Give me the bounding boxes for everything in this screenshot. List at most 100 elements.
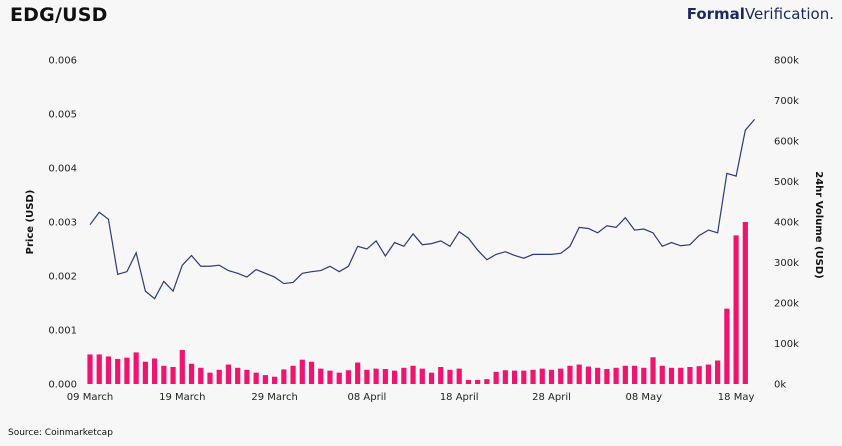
volume-bar: [391, 370, 398, 384]
volume-bar: [262, 375, 268, 384]
volume-bar: [456, 368, 462, 384]
volume-bar: [410, 365, 416, 384]
y2-tick-label: 800k: [774, 56, 799, 67]
volume-bar: [336, 372, 342, 384]
y-tick-label: 0.002: [48, 272, 77, 283]
volume-bar: [465, 379, 472, 384]
volume-bar: [502, 370, 508, 384]
volume-bar: [428, 372, 435, 384]
y2-tick-label: 0k: [774, 380, 786, 391]
volume-bars: [87, 222, 748, 384]
y2-tick-label: 600k: [774, 137, 799, 148]
volume-bar: [493, 371, 499, 384]
volume-bar: [521, 370, 527, 384]
y-tick-label: 0.003: [48, 218, 77, 229]
volume-bar: [124, 357, 130, 384]
y-tick-label: 0.004: [48, 164, 77, 175]
y-tick-label: 0.005: [48, 110, 77, 121]
y2-tick-label: 100k: [774, 339, 799, 350]
volume-bar: [733, 235, 739, 384]
y2-tick-label: 400k: [774, 218, 799, 229]
volume-bar: [558, 368, 564, 384]
y-tick-label: 0.001: [48, 326, 77, 337]
x-axis-ticks: 09 March 19 March 29 March 08 April 18 April…: [67, 392, 755, 403]
volume-bar: [142, 361, 148, 384]
volume-bar: [133, 352, 139, 384]
y2-tick-label: 700k: [774, 96, 799, 107]
volume-bar: [595, 367, 601, 384]
volume-bar: [115, 358, 121, 384]
brand-logo-bold: Formal: [686, 5, 745, 23]
volume-bar: [438, 366, 444, 384]
volume-bar: [281, 369, 287, 384]
y2-tick-label: 300k: [774, 258, 799, 269]
x-tick-label: 08 April: [348, 392, 387, 403]
x-tick-label: 28 April: [532, 392, 571, 403]
volume-bar: [715, 360, 721, 384]
volume-bar: [484, 379, 490, 384]
y-axis-ticks: 0.000 0.001 0.002 0.003 0.004 0.005 0.006: [48, 56, 77, 391]
y-tick-label: 0.006: [48, 56, 77, 67]
price-line: [89, 119, 756, 300]
chart-title: EDG/USD: [10, 4, 108, 26]
y2-tick-label: 500k: [774, 177, 799, 188]
x-tick-label: 18 April: [440, 392, 479, 403]
volume-bar: [622, 365, 628, 384]
volume-bar: [327, 370, 333, 384]
volume-bar: [705, 364, 712, 384]
volume-bar: [244, 369, 250, 384]
volume-bar: [308, 361, 315, 384]
volume-bar: [225, 364, 232, 384]
x-tick-label: 08 May: [626, 392, 663, 403]
volume-bar: [216, 369, 222, 384]
volume-bar: [585, 366, 592, 384]
volume-bar: [530, 369, 536, 384]
x-tick-label: 18 May: [718, 392, 755, 403]
volume-bar: [382, 369, 388, 384]
volume-bar: [96, 354, 102, 384]
x-tick-label: 19 March: [159, 392, 205, 403]
volume-bar: [198, 367, 204, 384]
volume-bar: [576, 364, 582, 384]
volume-bar: [207, 372, 213, 384]
volume-bar: [188, 363, 195, 384]
volume-bar: [299, 359, 305, 384]
volume-bar: [687, 366, 693, 384]
volume-bar: [724, 308, 730, 384]
volume-bar: [631, 365, 638, 384]
source-note: Source: Coinmarketcap: [8, 428, 113, 438]
volume-bar: [318, 368, 324, 384]
y-tick-label: 0.000: [48, 380, 77, 391]
volume-bar: [604, 369, 610, 384]
y-axis-label: Price (USD): [25, 190, 36, 255]
volume-bar: [475, 379, 481, 384]
volume-bar: [105, 356, 112, 384]
volume-bar: [668, 367, 675, 384]
volume-bar: [345, 370, 352, 384]
volume-bar: [419, 368, 425, 384]
volume-bar: [253, 372, 259, 384]
brand-logo-regular: Verification.: [744, 5, 834, 23]
volume-bar: [567, 365, 573, 384]
volume-bar: [161, 365, 167, 384]
volume-bar: [511, 370, 518, 384]
y2-axis-ticks: 0k 100k 200k 300k 400k 500k 600k 700k 800k: [774, 56, 799, 391]
volume-bar: [659, 365, 665, 384]
volume-bar: [364, 369, 370, 384]
x-tick-label: 09 March: [67, 392, 113, 403]
x-tick-label: 29 March: [251, 392, 297, 403]
volume-bar: [650, 357, 656, 384]
volume-bar: [87, 354, 93, 384]
brand-logo: FormalVerification.: [687, 5, 834, 23]
y2-tick-label: 200k: [774, 299, 799, 310]
volume-bar: [742, 222, 748, 384]
volume-bar: [373, 368, 379, 384]
volume-bar: [613, 367, 619, 384]
volume-bar: [235, 367, 241, 384]
y2-axis-label: 24hr Volume (USD): [813, 171, 824, 279]
volume-bar: [539, 368, 545, 384]
volume-bar: [696, 366, 702, 384]
volume-bar: [355, 362, 361, 384]
volume-bar: [152, 358, 158, 384]
